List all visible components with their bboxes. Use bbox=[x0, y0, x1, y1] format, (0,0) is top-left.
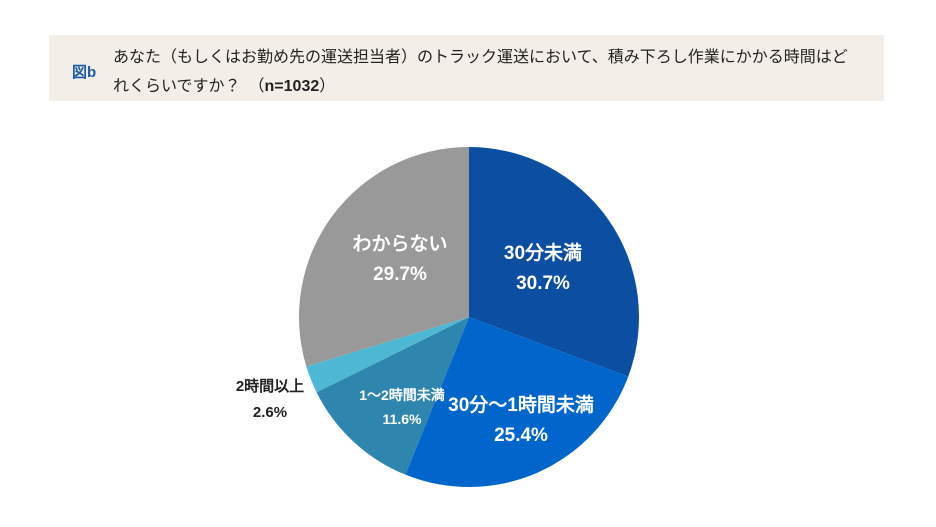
svg-text:1〜2時間未満: 1〜2時間未満 bbox=[359, 387, 445, 403]
svg-text:30.7%: 30.7% bbox=[516, 273, 570, 294]
svg-text:25.4%: 25.4% bbox=[494, 425, 548, 446]
svg-text:2.6%: 2.6% bbox=[253, 404, 287, 421]
svg-text:11.6%: 11.6% bbox=[383, 411, 422, 427]
svg-text:30分〜1時間未満: 30分〜1時間未満 bbox=[448, 393, 594, 416]
svg-text:30分未満: 30分未満 bbox=[504, 241, 582, 264]
svg-text:わからない: わからない bbox=[352, 233, 447, 255]
svg-text:29.7%: 29.7% bbox=[373, 264, 427, 285]
svg-text:2時間以上: 2時間以上 bbox=[236, 377, 304, 395]
